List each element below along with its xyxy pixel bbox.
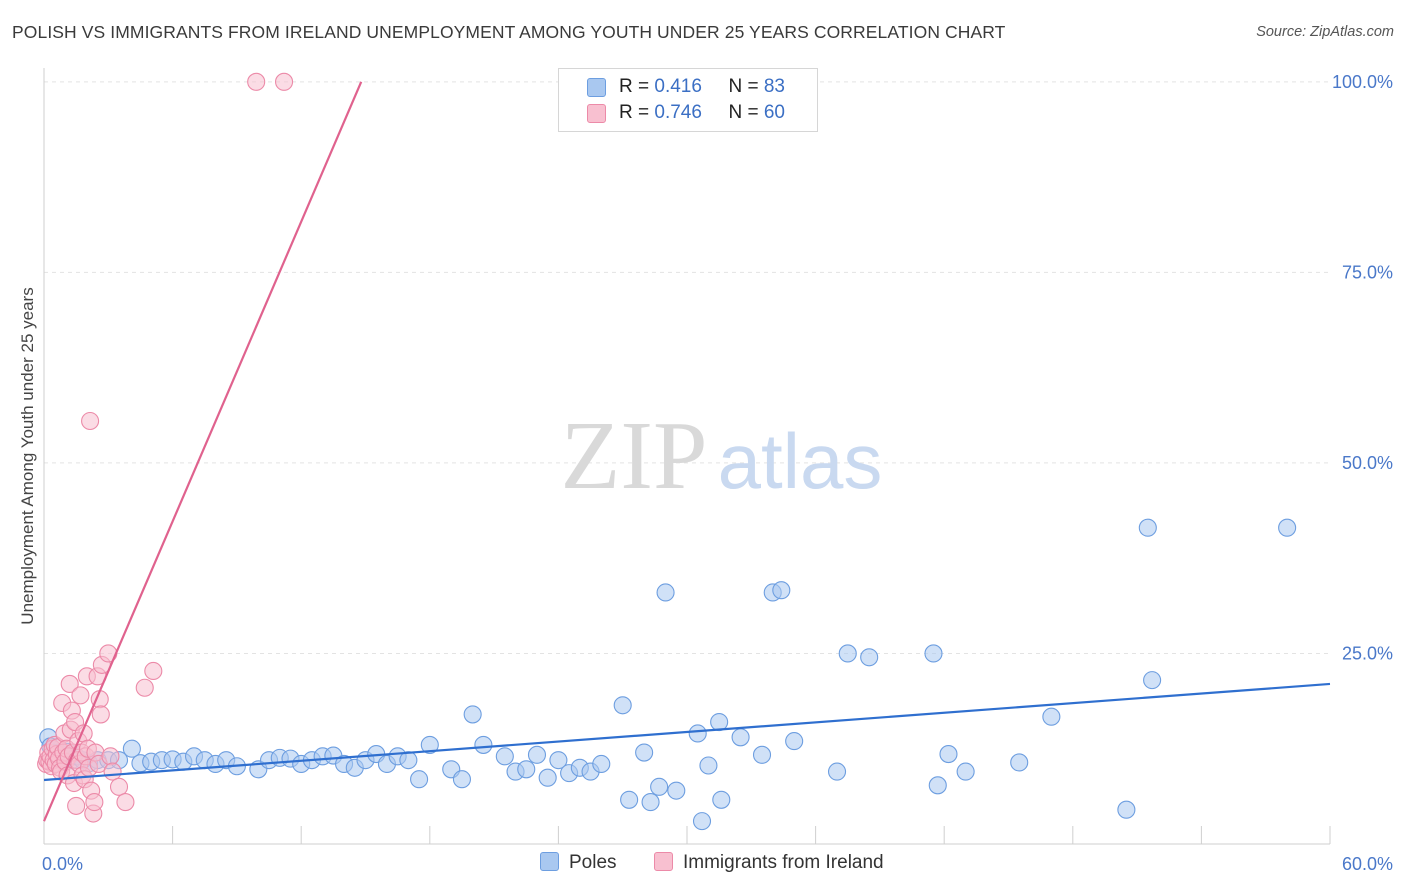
poles-point [635, 743, 654, 762]
poles-legend-swatch [540, 852, 559, 871]
ireland-point [101, 747, 120, 766]
ireland-point [60, 674, 79, 693]
ireland-point [85, 793, 104, 812]
poles-point [1010, 753, 1029, 772]
y-tick-label: 75.0% [1342, 262, 1393, 282]
source-label: Source: ZipAtlas.com [1256, 24, 1394, 40]
poles-point [860, 648, 879, 667]
ireland-point [71, 686, 90, 705]
ireland-point [103, 762, 122, 781]
poles-point [656, 583, 675, 602]
r-value: 0.416 [654, 76, 702, 97]
r-value: 0.746 [654, 102, 702, 123]
poles-point [772, 581, 791, 600]
y-tick-label: 25.0% [1342, 643, 1393, 663]
poles-point [1138, 518, 1157, 537]
poles-point [667, 781, 686, 800]
watermark-atlas: atlas [718, 417, 883, 505]
r-label: R = [619, 76, 655, 97]
ireland-swatch [587, 104, 606, 123]
y-tick-label: 50.0% [1342, 453, 1393, 473]
tick-labels: 25.0% 50.0% 75.0% 100.0% 0.0% 60.0% [42, 72, 1393, 874]
poles-point [538, 768, 557, 787]
poles-point [410, 770, 429, 789]
poles-point [399, 751, 418, 770]
poles-point [420, 735, 439, 754]
poles-point [452, 770, 472, 789]
n-label: N = [728, 102, 764, 123]
ireland-point [109, 777, 129, 796]
poles-swatch [587, 78, 606, 97]
stats-legend: R = 0.416 N = 83 R = 0.746 N = 60 [558, 68, 818, 132]
ireland-point [135, 678, 154, 697]
poles-point [474, 735, 493, 754]
poles-point [785, 732, 804, 751]
poles-point [122, 739, 141, 758]
watermark-zip: ZIP [561, 402, 708, 510]
poles-point [620, 790, 639, 809]
x-tick-label: 0.0% [42, 854, 83, 874]
y-tick-label: 100.0% [1332, 72, 1393, 92]
poles-point [731, 728, 750, 747]
n-value: 83 [763, 76, 785, 97]
ireland-trend-line [42, 81, 363, 822]
poles-point [692, 812, 712, 831]
poles-point [699, 756, 718, 775]
poles-point [710, 713, 729, 732]
legend-item-ireland[interactable]: Immigrants from Ireland [654, 852, 884, 874]
data-points [37, 72, 1297, 831]
poles-point [1042, 707, 1061, 726]
poles-point [613, 696, 632, 715]
poles-point [495, 747, 514, 766]
poles-point [752, 745, 772, 764]
x-tick-label: 60.0% [1342, 854, 1393, 874]
poles-point [956, 762, 975, 781]
poles-point [650, 777, 669, 796]
axes [43, 68, 1331, 845]
ireland-legend-swatch [654, 852, 673, 871]
series-legend: Poles Immigrants from Ireland [0, 852, 1406, 876]
ireland-point [91, 705, 110, 724]
ireland-point [116, 793, 135, 812]
poles-point [827, 762, 847, 781]
poles-point [688, 724, 707, 743]
ireland-point [247, 72, 266, 91]
poles-point [463, 705, 482, 724]
poles-point [549, 751, 568, 770]
poles-trend-line [43, 682, 1331, 782]
poles-point [939, 745, 958, 764]
poles-point [592, 754, 611, 774]
r-label: R = [619, 102, 655, 123]
poles-point [1278, 518, 1297, 537]
poles-point [641, 793, 660, 812]
grid-lines [44, 81, 1330, 654]
poles-point [924, 644, 943, 663]
poles-point [1117, 800, 1136, 819]
poles-point [1143, 671, 1162, 690]
trend-lines [42, 81, 1331, 822]
ireland-point [144, 661, 163, 681]
legend-label-ireland: Immigrants from Ireland [683, 852, 884, 873]
ireland-point [275, 72, 294, 91]
poles-point [838, 644, 857, 663]
legend-label-poles: Poles [569, 852, 617, 873]
legend-item-poles[interactable]: Poles [540, 852, 617, 874]
poles-point [712, 790, 731, 809]
poles-point [517, 760, 536, 779]
ireland-point [81, 411, 100, 431]
poles-point [527, 745, 547, 764]
ireland-point [67, 796, 86, 815]
chart-title: POLISH VS IMMIGRANTS FROM IRELAND UNEMPL… [12, 22, 1006, 42]
n-value: 60 [763, 102, 785, 123]
poles-point [928, 776, 947, 795]
n-label: N = [728, 76, 764, 97]
